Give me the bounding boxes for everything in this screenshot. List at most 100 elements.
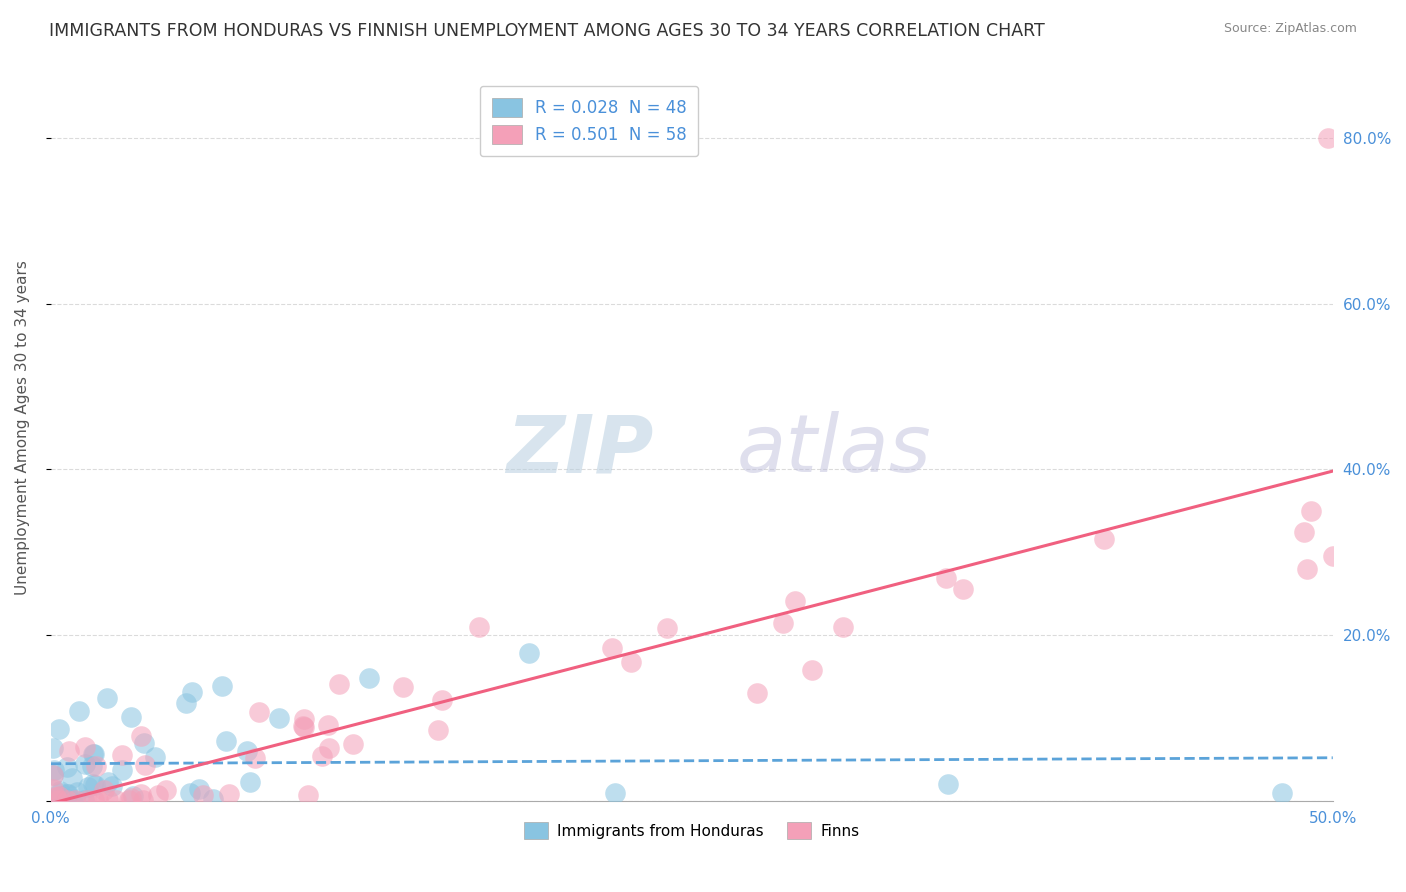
Text: Source: ZipAtlas.com: Source: ZipAtlas.com [1223,22,1357,36]
Point [42,768,65,782]
Point [145,749,167,764]
Point [120,791,142,805]
Point [1092,533,1115,547]
Point [292,719,315,733]
Point [1322,549,1344,564]
Point [134,758,156,772]
Point [342,737,364,751]
Point [318,740,340,755]
Point [247,705,270,719]
Point [935,571,957,585]
Point [55,787,77,801]
Point [56,793,79,807]
Point [49,789,72,804]
Point [56,787,79,801]
Point [201,792,224,806]
Point [267,711,290,725]
Point [86,758,108,772]
Point [936,777,959,791]
Point [83,747,105,762]
Point [100,779,122,793]
Point [77,780,100,795]
Text: atlas: atlas [737,411,931,490]
Point [60,792,83,806]
Point [181,685,204,699]
Point [93,782,115,797]
Point [952,582,974,596]
Point [517,646,540,660]
Point [104,793,127,807]
Point [747,686,769,700]
Point [292,712,315,726]
Text: IMMIGRANTS FROM HONDURAS VS FINNISH UNEMPLOYMENT AMONG AGES 30 TO 34 YEARS CORRE: IMMIGRANTS FROM HONDURAS VS FINNISH UNEM… [49,22,1045,40]
Point [188,781,211,796]
Text: ZIP: ZIP [506,411,654,490]
Point [215,734,238,748]
Point [620,655,643,669]
Point [48,789,70,803]
Point [1296,561,1319,575]
Point [76,793,98,807]
Point [55,760,77,774]
Y-axis label: Unemployment Among Ages 30 to 34 years: Unemployment Among Ages 30 to 34 years [15,260,30,596]
Point [42,768,65,782]
Point [129,787,152,801]
Point [82,747,104,762]
Point [75,757,97,772]
Point [243,750,266,764]
Point [111,763,134,777]
Point [83,793,105,807]
Point [58,744,80,758]
Point [132,736,155,750]
Point [82,759,104,773]
Point [46,790,69,805]
Point [66,785,89,799]
Point [392,681,415,695]
Point [51,793,73,807]
Point [131,793,153,807]
Point [832,620,855,634]
Point [120,709,142,723]
Point [430,693,453,707]
Point [1292,524,1315,539]
Point [316,718,339,732]
Point [42,741,65,756]
Point [236,744,259,758]
Point [467,620,489,634]
Point [97,775,120,789]
Point [118,793,141,807]
Point [45,790,67,805]
Point [111,748,134,763]
Point [297,788,319,802]
Point [211,679,233,693]
Point [122,789,145,804]
Point [73,793,96,807]
Point [218,787,240,801]
Point [73,740,96,755]
Point [48,789,70,804]
Point [42,763,65,777]
Point [49,783,72,797]
Point [155,782,177,797]
Point [96,793,118,807]
Point [82,777,104,791]
Point [1270,786,1292,800]
Point [602,641,624,656]
Point [603,786,626,800]
Point [46,792,69,806]
Point [63,793,86,807]
Point [129,729,152,743]
Point [87,793,110,807]
Point [239,775,262,789]
Point [655,621,678,635]
Point [49,786,72,800]
Point [801,663,824,677]
Point [292,720,315,734]
Point [148,788,170,802]
Point [1299,504,1322,518]
Point [426,723,449,738]
Point [783,593,806,607]
Point [328,677,350,691]
Point [48,722,70,736]
Point [42,782,65,797]
